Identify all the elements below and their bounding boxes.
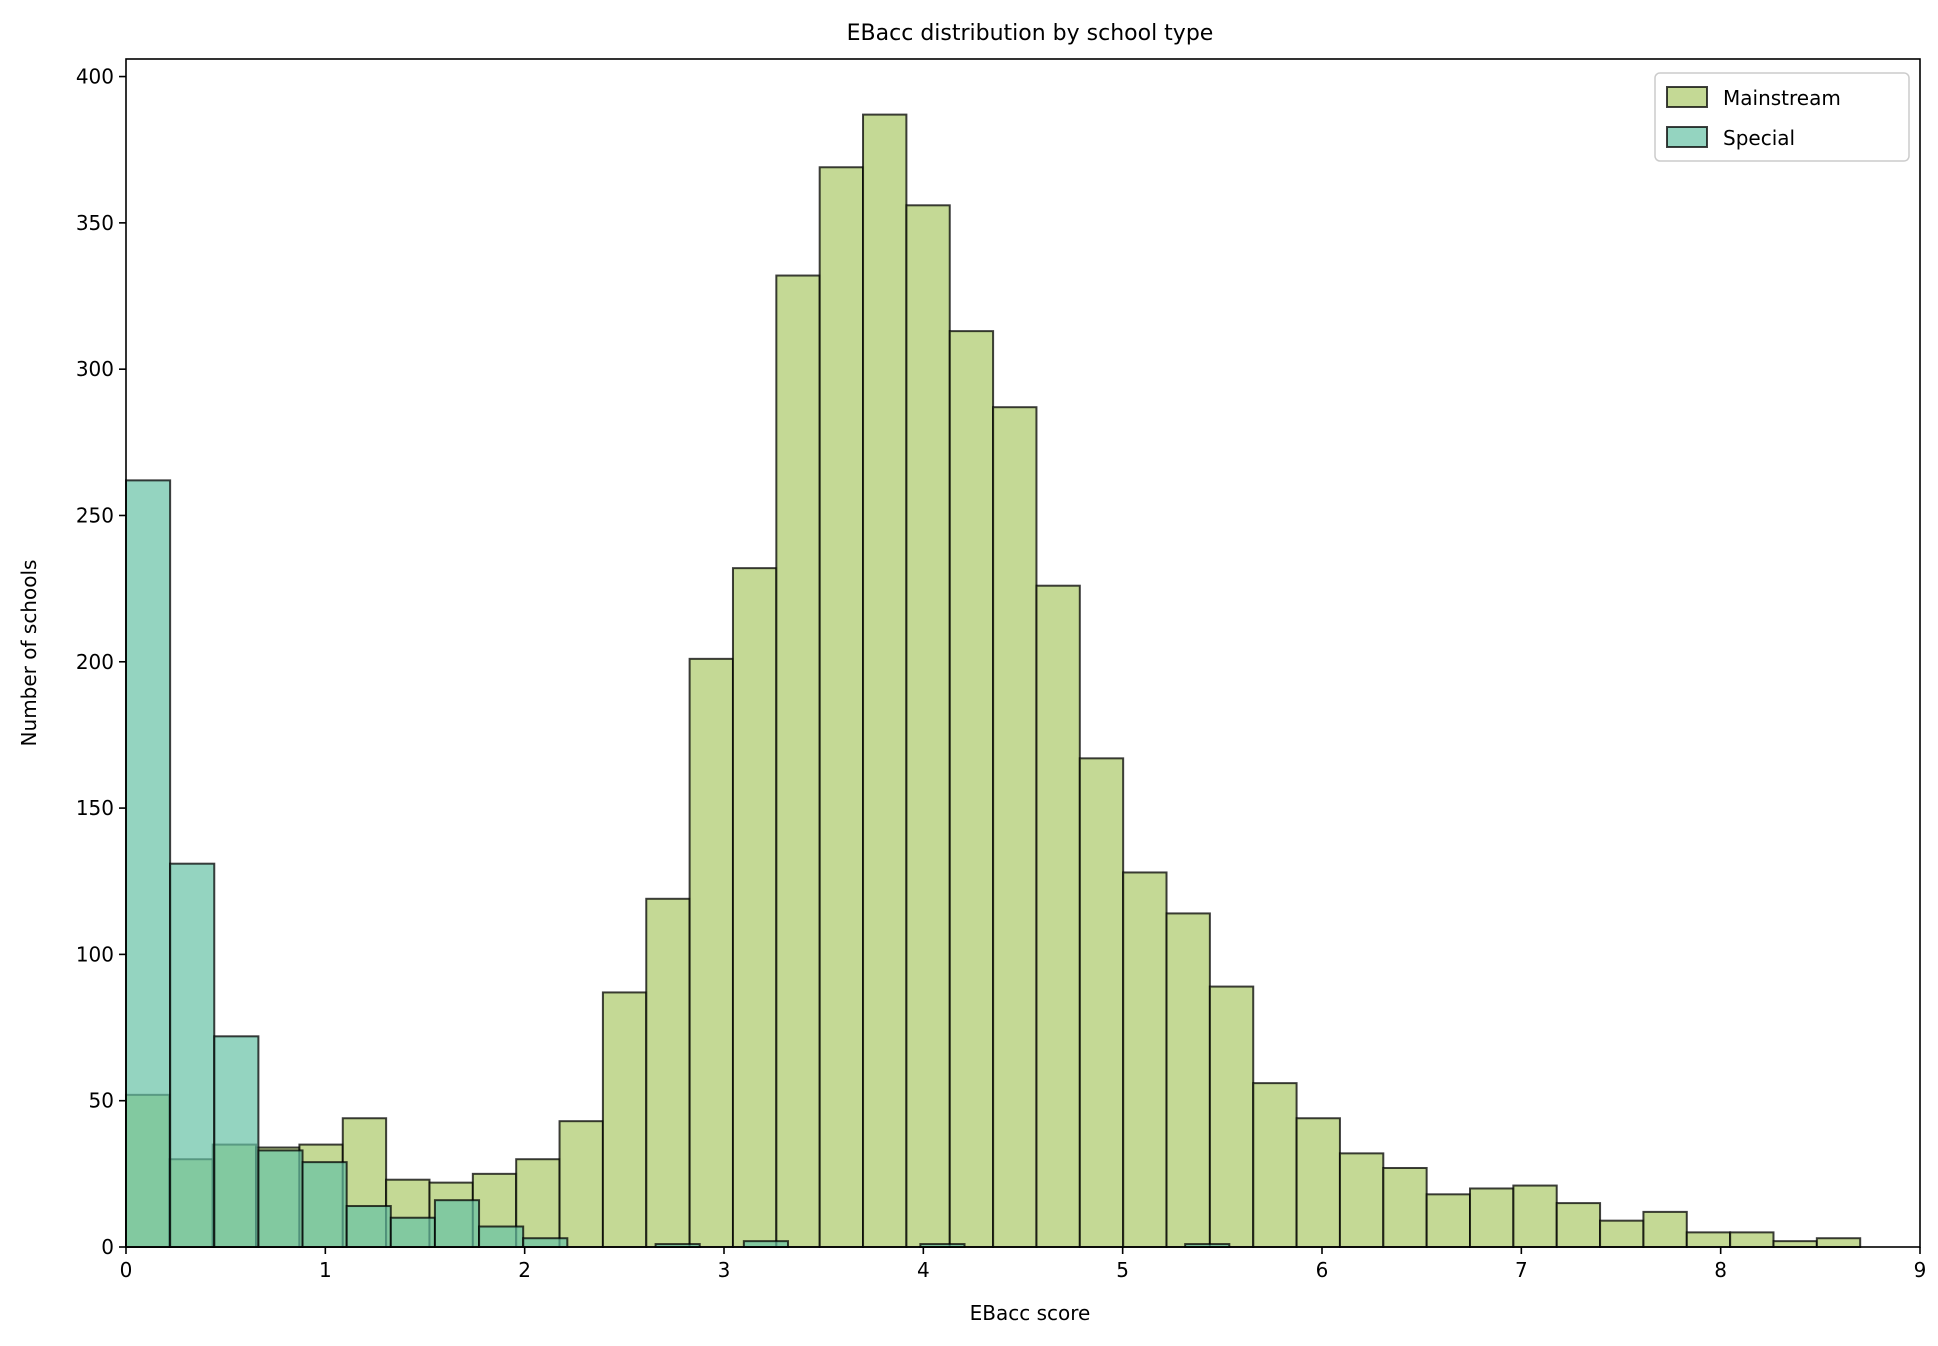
- bar-mainstream-bin-18: [905, 204, 951, 1248]
- legend-label-mainstream: Mainstream: [1723, 86, 1841, 110]
- x-tick-label: 6: [1316, 1258, 1329, 1282]
- bar-special-bin-14: [742, 1240, 789, 1249]
- x-tick-label: 9: [1914, 1258, 1927, 1282]
- legend-label-special: Special: [1723, 126, 1795, 150]
- bar-special-bin-6: [389, 1216, 436, 1248]
- bar-mainstream-bin-12: [645, 897, 691, 1248]
- y-tick-label: 150: [76, 796, 114, 820]
- x-tick-label: 3: [718, 1258, 731, 1282]
- bar-mainstream-bin-21: [1035, 584, 1081, 1248]
- bar-special-bin-8: [478, 1225, 525, 1248]
- y-tick-label: 200: [76, 650, 114, 674]
- chart-title: EBacc distribution by school type: [847, 21, 1214, 46]
- bar-mainstream-bin-39: [1815, 1237, 1862, 1249]
- bar-mainstream-bin-37: [1729, 1231, 1775, 1249]
- legend-box: [1654, 72, 1910, 162]
- bar-mainstream-bin-26: [1252, 1082, 1298, 1249]
- bar-mainstream-bin-36: [1685, 1231, 1732, 1249]
- bar-mainstream-bin-34: [1599, 1219, 1645, 1249]
- y-tick-label: 100: [76, 942, 114, 966]
- axes-layer: 0 1 2 3 4 5 6 7 8 9 0 50 100 150 200 250 300 350 400: [76, 58, 1927, 1282]
- legend-swatch-mainstream: [1666, 86, 1708, 108]
- x-tick-label: 2: [518, 1258, 531, 1282]
- bar-mainstream-bin-35: [1642, 1210, 1688, 1249]
- bar-mainstream-bin-15: [775, 274, 821, 1248]
- x-tick-label: 0: [120, 1258, 133, 1282]
- bar-special-bin-0: [125, 479, 172, 1248]
- x-axis-label: EBacc score: [970, 1301, 1091, 1325]
- x-tick-label: 5: [1116, 1258, 1129, 1282]
- bar-mainstream-bin-10: [558, 1120, 604, 1249]
- plot-frame: [125, 58, 1921, 1248]
- bar-mainstream-bin-23: [1122, 871, 1168, 1248]
- bar-special-bin-3: [257, 1149, 304, 1249]
- bar-mainstream-bin-33: [1555, 1202, 1602, 1249]
- bar-mainstream-bin-19: [948, 330, 995, 1249]
- y-tick-label: 300: [76, 357, 114, 381]
- bar-mainstream-bin-11: [601, 991, 648, 1249]
- legend-swatch-special: [1666, 126, 1708, 148]
- y-tick-label: 400: [76, 65, 114, 89]
- bar-mainstream-bin-32: [1512, 1184, 1558, 1249]
- x-tick-label: 4: [917, 1258, 930, 1282]
- x-tick-label: 7: [1515, 1258, 1528, 1282]
- bar-mainstream-bin-22: [1078, 757, 1125, 1248]
- y-tick-label: 0: [101, 1235, 114, 1259]
- bar-mainstream-bin-20: [992, 406, 1038, 1248]
- legend: Mainstream Special: [1654, 72, 1910, 162]
- bar-mainstream-bin-25: [1208, 985, 1255, 1248]
- bar-special-bin-1: [169, 862, 216, 1248]
- x-tick-label: 8: [1714, 1258, 1727, 1282]
- x-tick-label: 1: [319, 1258, 332, 1282]
- bar-mainstream-bin-30: [1425, 1193, 1472, 1249]
- bar-mainstream-bin-28: [1338, 1152, 1385, 1248]
- bar-mainstream-bin-38: [1772, 1240, 1818, 1249]
- bar-mainstream-bin-31: [1469, 1187, 1515, 1248]
- bar-special-bin-7: [433, 1199, 481, 1248]
- bar-mainstream-bin-13: [688, 657, 734, 1248]
- bar-mainstream-bin-24: [1165, 912, 1211, 1248]
- bar-special-bin-5: [345, 1205, 392, 1248]
- bar-special-bin-9: [522, 1237, 569, 1249]
- bar-special-bin-2: [213, 1035, 260, 1248]
- y-tick-label: 50: [89, 1089, 114, 1113]
- bar-mainstream-bin-29: [1382, 1166, 1428, 1249]
- y-tick-label: 250: [76, 503, 114, 527]
- y-tick-label: 350: [76, 211, 114, 235]
- bar-mainstream-bin-27: [1295, 1117, 1341, 1248]
- bar-mainstream-bin-16: [818, 166, 865, 1249]
- bar-special-bin-4: [301, 1161, 348, 1248]
- y-axis-label: Number of schools: [17, 560, 41, 747]
- bars-layer: [125, 113, 1862, 1249]
- bar-mainstream-bin-14: [731, 567, 778, 1248]
- bar-mainstream-bin-17: [862, 113, 908, 1248]
